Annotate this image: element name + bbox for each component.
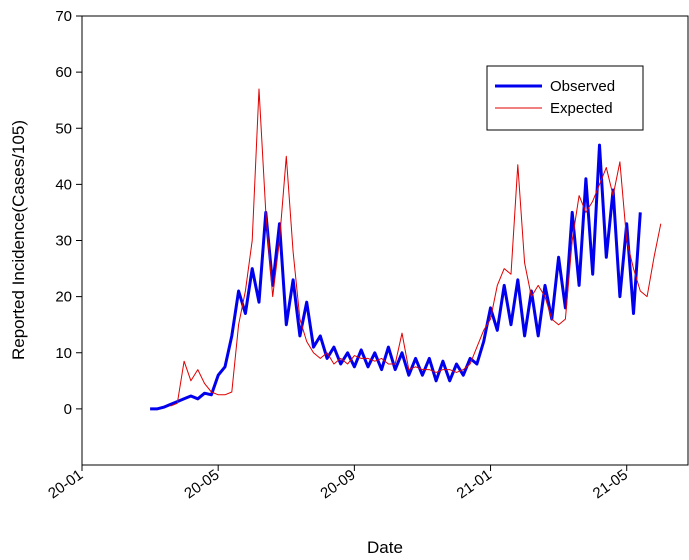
y-tick-label: 20 — [55, 289, 72, 306]
x-tick-label: 20-09 — [317, 466, 358, 502]
legend-label: Expected — [550, 100, 613, 117]
x-tick-label: 20-05 — [181, 466, 222, 502]
y-tick-label: 50 — [55, 120, 72, 137]
data-line — [170, 88, 662, 407]
x-tick-label: 21-01 — [454, 466, 495, 502]
data-line — [150, 143, 642, 411]
y-tick-label: 10 — [55, 345, 72, 362]
y-axis-label: Reported Incidence(Cases/105) — [9, 120, 28, 360]
legend-box — [486, 65, 644, 131]
y-tick-label: 60 — [55, 64, 72, 81]
y-tick-label: 70 — [55, 8, 72, 25]
x-axis-label: Date — [367, 538, 403, 557]
y-tick-label: 40 — [55, 176, 72, 193]
x-tick-label: 21-05 — [590, 466, 631, 502]
legend-label: Observed — [550, 78, 615, 95]
y-tick-label: 30 — [55, 233, 72, 250]
y-tick-label: 0 — [64, 401, 72, 418]
x-tick-label: 20-01 — [45, 466, 86, 502]
